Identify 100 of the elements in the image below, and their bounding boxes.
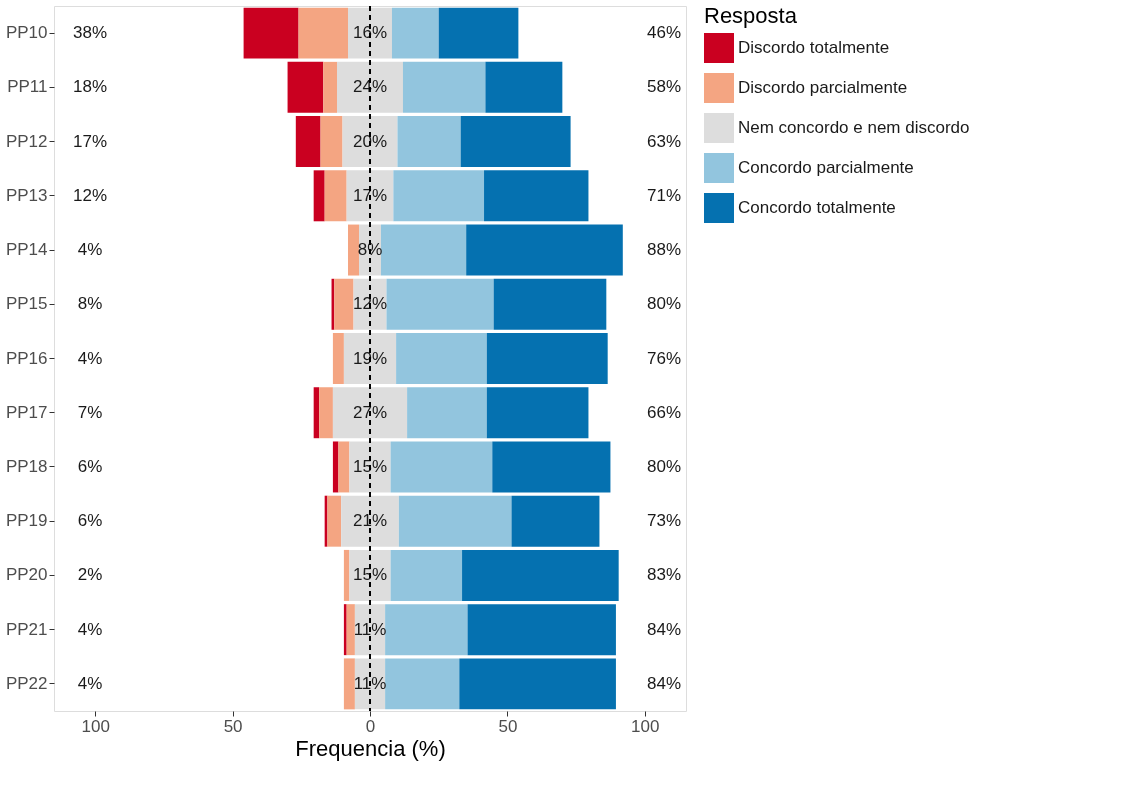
- bar: [466, 224, 623, 276]
- x-tick-label: 0: [365, 716, 376, 736]
- data-label: 12%: [352, 294, 388, 314]
- y-tick-label: PP11: [7, 77, 48, 97]
- bar: [319, 387, 333, 439]
- data-label: 16%: [352, 23, 388, 43]
- annotation: 17%: [72, 131, 108, 151]
- data-label: 27%: [352, 402, 388, 422]
- x-tick-label: 50: [223, 716, 243, 736]
- bar: [462, 549, 619, 601]
- bar: [385, 658, 460, 710]
- bar: [493, 278, 607, 330]
- bar: [396, 333, 487, 384]
- bar: [332, 441, 339, 493]
- legend-title: Resposta: [704, 3, 798, 28]
- bar: [486, 387, 589, 439]
- bar: [398, 495, 512, 547]
- bar: [298, 7, 349, 59]
- x-tick-label: 50: [498, 716, 518, 736]
- annotation: 76%: [646, 348, 682, 368]
- bar: [287, 61, 324, 113]
- annotation: 6%: [77, 511, 103, 531]
- bar: [341, 495, 399, 547]
- bar: [346, 604, 355, 656]
- annotation: 2%: [77, 565, 103, 585]
- annotation: 84%: [646, 619, 682, 639]
- legend-label: Nem concordo e nem discordo: [738, 118, 970, 137]
- x-axis-title: Frequencia (%): [295, 735, 446, 761]
- annotation: 7%: [77, 402, 103, 422]
- y-tick-label: PP16: [5, 348, 48, 368]
- y-tick-label: PP10: [5, 23, 48, 43]
- bar: [338, 441, 350, 493]
- annotation: 46%: [646, 23, 682, 43]
- bar: [349, 441, 391, 493]
- annotation: 58%: [646, 77, 682, 97]
- bar: [295, 116, 321, 168]
- data-label: 11%: [353, 673, 387, 693]
- x-tick-label: 100: [631, 716, 660, 736]
- bar: [337, 61, 403, 113]
- bar: [380, 224, 467, 276]
- bar: [460, 116, 571, 168]
- y-tick-label: PP15: [5, 294, 48, 314]
- bar: [323, 61, 338, 113]
- annotation: 66%: [646, 402, 682, 422]
- bar: [397, 116, 461, 168]
- y-tick-label: PP13: [5, 185, 48, 205]
- y-tick-label: PP19: [5, 511, 48, 531]
- bar: [343, 549, 350, 601]
- bar: [467, 604, 616, 656]
- annotation: 84%: [646, 673, 682, 693]
- legend-label: Discordo totalmente: [738, 38, 890, 57]
- bar: [343, 604, 347, 656]
- bar: [324, 170, 347, 222]
- bar: [407, 387, 487, 439]
- annotation: 88%: [646, 240, 682, 260]
- bar: [390, 441, 493, 493]
- legend-label: Discordo parcialmente: [738, 78, 908, 97]
- bar: [485, 61, 563, 113]
- annotation: 71%: [646, 185, 682, 205]
- bar: [393, 170, 485, 222]
- y-tick-label: PP12: [5, 131, 48, 151]
- bar: [343, 333, 397, 384]
- bar: [386, 278, 494, 330]
- bar: [391, 7, 439, 59]
- annotation: 80%: [646, 294, 682, 314]
- bar: [492, 441, 611, 493]
- legend-label: Concordo totalmente: [738, 198, 896, 217]
- annotation: 83%: [646, 565, 682, 585]
- data-label: 11%: [353, 619, 387, 639]
- bar: [385, 604, 468, 656]
- bar: [390, 549, 463, 601]
- y-tick-label: PP21: [5, 619, 48, 639]
- annotation: 4%: [77, 619, 103, 639]
- annotation: 18%: [72, 77, 108, 97]
- bar: [349, 549, 391, 601]
- bar: [313, 170, 325, 222]
- bar: [486, 333, 608, 384]
- y-tick-label: PP18: [5, 456, 48, 476]
- bar: [332, 333, 344, 384]
- bar: [334, 278, 354, 330]
- bar: [332, 387, 408, 439]
- data-label: 17%: [352, 185, 388, 205]
- annotation: 4%: [77, 348, 103, 368]
- annotation: 4%: [77, 240, 103, 260]
- bar: [402, 61, 486, 113]
- annotation: 4%: [77, 673, 103, 693]
- bar: [327, 495, 342, 547]
- bar: [243, 7, 299, 59]
- bar: [438, 7, 519, 59]
- data-label: 21%: [352, 511, 388, 531]
- y-tick-label: PP14: [5, 240, 48, 260]
- bar: [343, 658, 355, 710]
- bar: [320, 116, 343, 168]
- y-tick-label: PP17: [5, 402, 48, 422]
- annotation: 38%: [72, 23, 108, 43]
- annotation: 80%: [646, 456, 682, 476]
- annotation: 63%: [646, 131, 682, 151]
- annotation: 73%: [646, 511, 682, 531]
- bar: [484, 170, 589, 222]
- bar: [459, 658, 616, 710]
